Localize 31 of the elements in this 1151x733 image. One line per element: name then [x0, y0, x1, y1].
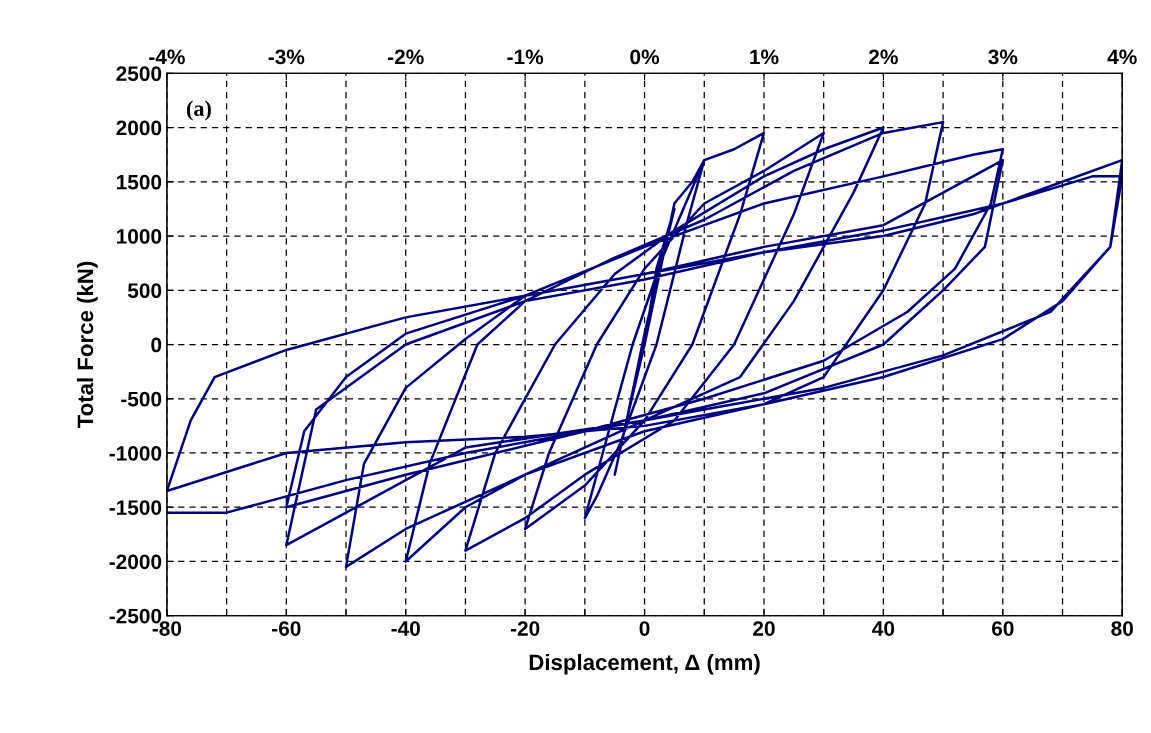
x2-tick-label: 4% — [1107, 49, 1137, 65]
x2-tick-label: 0% — [630, 49, 660, 65]
x2-tick-label: 2% — [869, 49, 898, 65]
annotation: (a) — [186, 100, 211, 121]
x-tick-label: 0 — [639, 621, 650, 636]
x2-tick-label: -1% — [507, 49, 544, 65]
y-tick-label: 2500 — [116, 66, 162, 82]
y-axis-title: Total Force (kN) — [76, 261, 98, 429]
y-tick-label: 500 — [127, 283, 162, 299]
x2-tick-label: -2% — [388, 49, 424, 65]
x2-tick-label: 3% — [988, 49, 1018, 65]
x2-tick-label: -4% — [149, 49, 185, 65]
y-tick-label: -500 — [121, 391, 162, 407]
y-tick-label: -1500 — [109, 500, 162, 515]
x-tick-label: 60 — [991, 621, 1014, 636]
x-tick-label: 40 — [872, 621, 895, 636]
y-tick-label: -2000 — [109, 554, 162, 570]
line-series — [166, 120, 1123, 569]
x-tick-label: -40 — [391, 621, 420, 636]
x2-tick-label: 1% — [750, 49, 779, 65]
x-tick-label: -60 — [272, 621, 301, 636]
y-tick-label: 1500 — [117, 174, 162, 190]
x-tick-label: 20 — [753, 621, 775, 636]
y-tick-label: 1000 — [117, 229, 162, 244]
y-tick-label: 2000 — [116, 120, 162, 136]
x-tick-label: 80 — [1111, 621, 1133, 636]
y-tick-label: 0 — [151, 337, 162, 353]
x-axis-title: Displacement, Δ (mm) — [529, 653, 760, 675]
x-tick-label: -20 — [510, 621, 540, 636]
y-tick-label: -1000 — [109, 446, 162, 461]
x2-tick-label: -3% — [268, 49, 305, 65]
